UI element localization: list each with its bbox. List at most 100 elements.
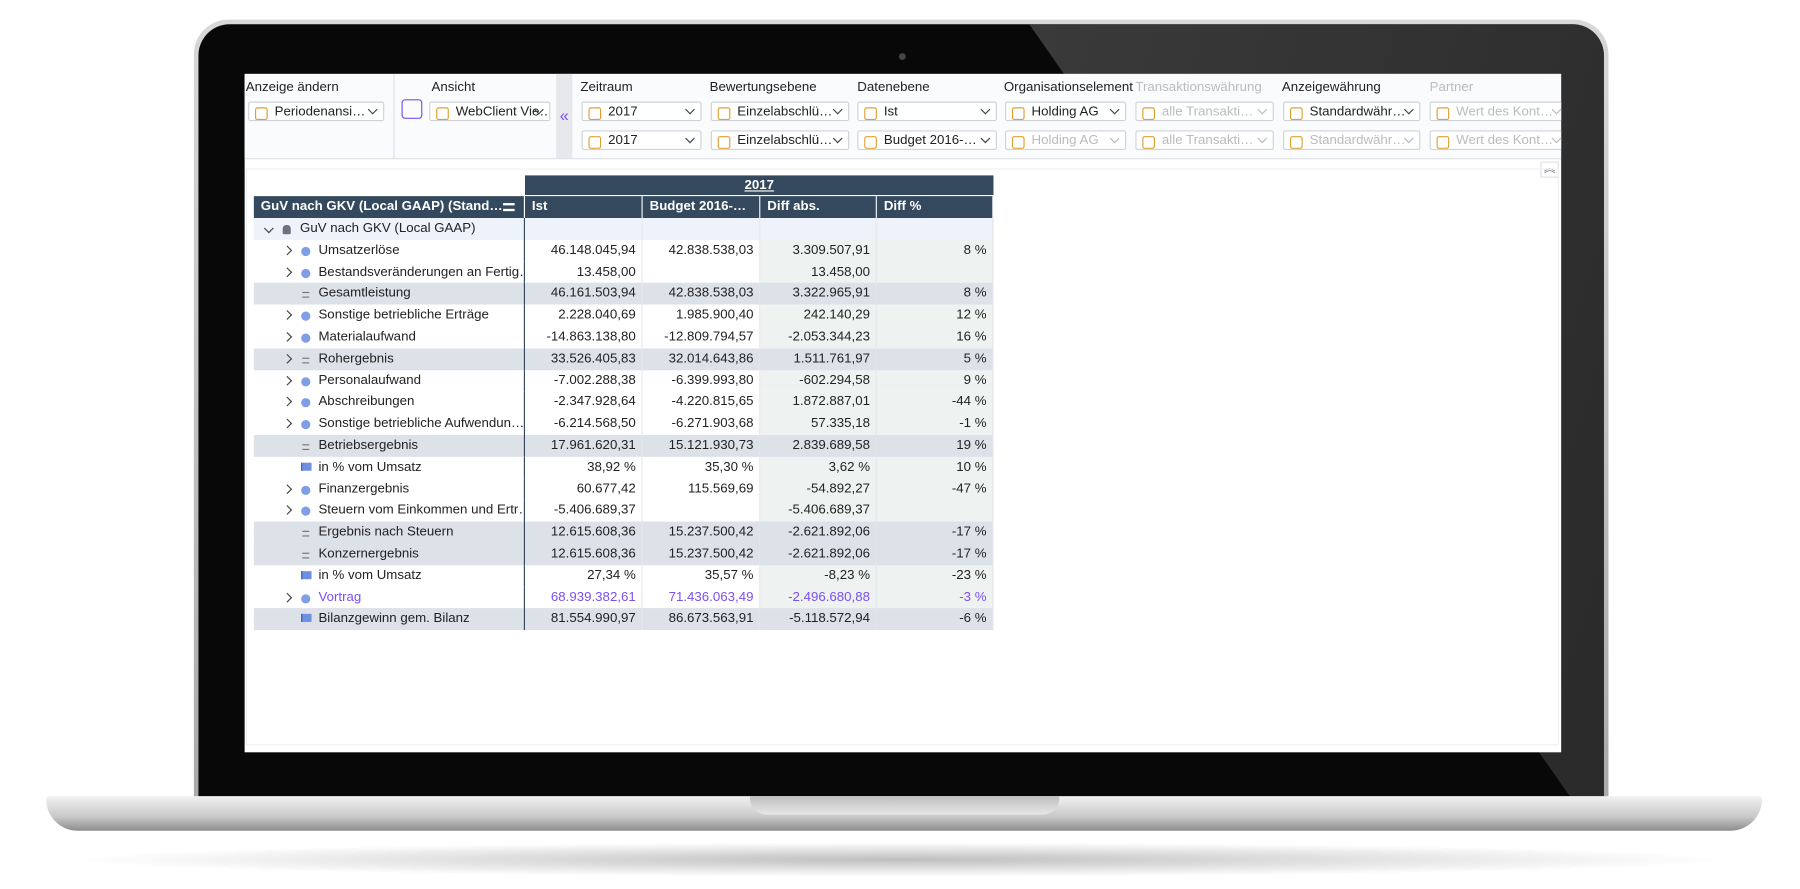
- field-label: Anzeigewährung: [1281, 80, 1381, 95]
- table-cell: -44 %: [876, 391, 994, 414]
- row-icon: [302, 292, 310, 299]
- row-icon: [301, 614, 312, 623]
- dropdown-text: alle Transakti…: [1161, 104, 1254, 119]
- dropdown[interactable]: Ist: [857, 101, 997, 122]
- table-cell: -2.053.344,23: [760, 326, 877, 349]
- dropdown-arrow: [832, 133, 843, 144]
- row-icon: [301, 376, 311, 387]
- dropdown[interactable]: Holding AG: [1004, 130, 1127, 150]
- dropdown[interactable]: WebClient Vie…: [429, 101, 551, 122]
- dropdown-arrow: [1109, 133, 1120, 144]
- row-icon: [301, 333, 311, 343]
- dropdown[interactable]: alle Transakti…: [1135, 130, 1274, 150]
- row-label: Gesamtleistung: [253, 283, 525, 305]
- row-icon: [302, 552, 310, 559]
- dropdown-text: Holding AG: [1031, 104, 1099, 119]
- table-cell: -7.002.288,38: [524, 369, 643, 392]
- table-cell: 60.677,42: [524, 478, 643, 501]
- row-label: Materialaufwand: [253, 326, 525, 349]
- dropdown-icon: [588, 136, 602, 149]
- dropdown[interactable]: Standardwähr…: [1283, 130, 1421, 150]
- table-cell: 35,30 %: [642, 456, 761, 479]
- table-cell: 8 %: [876, 239, 994, 262]
- dropdown-icon: [717, 107, 731, 120]
- row-label: in % vom Umsatz: [253, 565, 525, 587]
- table-cell: -6.271.903,68: [642, 413, 761, 435]
- dropdown-icon: [1142, 107, 1155, 120]
- table-row: Sonstige betriebliche Aufwendun… -6.214.5…: [253, 413, 994, 435]
- dropdown[interactable]: Periodenansi…: [248, 101, 385, 122]
- table-row: Umsatzerlöse 46.148.045,94 42.838.538,03 3.…: [253, 239, 994, 262]
- table-cell: -5.406.689,37: [760, 500, 877, 522]
- dropdown[interactable]: 2017: [581, 101, 702, 122]
- table-cell: -3 %: [876, 586, 994, 609]
- dropdown[interactable]: Standardwähr…: [1283, 101, 1421, 122]
- table-cell: 12.615.608,36: [524, 521, 643, 544]
- table-row: Steuern vom Einkommen und Ertr… -5.406.68…: [253, 500, 994, 522]
- row-label: Sonstige betriebliche Erträge: [253, 304, 525, 327]
- dropdown-text: 2017: [608, 104, 638, 119]
- table-cell: 8 %: [876, 283, 994, 305]
- table-cell: 5 %: [876, 348, 994, 370]
- column-header: Budget 2016-…: [642, 196, 761, 218]
- dropdown-icon: [717, 136, 731, 149]
- table-cell: 32.014.643,86: [642, 348, 761, 370]
- dropdown-text: Wert des Kont…: [1456, 104, 1554, 119]
- table-cell: 46.161.503,94: [524, 283, 643, 305]
- dropdown-text: Budget 2016-…: [883, 133, 977, 148]
- table-cell: 15.121.930,73: [642, 434, 761, 457]
- table-cell: 86.673.563,91: [642, 608, 761, 631]
- column-header: GuV nach GKV (Local GAAP) (Stand…: [253, 196, 525, 218]
- row-icon: [301, 311, 311, 321]
- dropdown[interactable]: 2017: [581, 130, 702, 150]
- dropdown-arrow: [367, 104, 378, 115]
- table-cell: 35,57 %: [642, 565, 761, 587]
- row-icon: [301, 570, 312, 579]
- table-cell: 33.526.405,83: [524, 348, 643, 370]
- view-icon[interactable]: [401, 99, 423, 119]
- table-row: in % vom Umsatz 27,34 % 35,57 % -8,23 % -23 …: [253, 565, 994, 587]
- table-cell: 38,92 %: [524, 456, 643, 479]
- table-cell: -17 %: [876, 543, 994, 566]
- dropdown[interactable]: Einzelabschlü…: [710, 101, 850, 122]
- table-cell: 3.322.965,91: [760, 283, 877, 305]
- dropdown[interactable]: Wert des Kont…: [1429, 101, 1562, 122]
- dropdown[interactable]: Wert des Kont…: [1429, 130, 1562, 150]
- screen: « ︽ Anzeige ändern Periodenansi… Ansicht We…: [244, 73, 1562, 753]
- dropdown-text: alle Transakti…: [1161, 133, 1254, 148]
- table-cell: 1.985.900,40: [642, 304, 761, 327]
- dropdown[interactable]: alle Transakti…: [1135, 101, 1274, 122]
- dropdown-text: Wert des Kont…: [1456, 133, 1554, 148]
- dropdown-text: Standardwähr…: [1309, 133, 1406, 148]
- dropdown-icon: [1011, 136, 1025, 149]
- table-cell: 9 %: [876, 369, 994, 392]
- table-cell: -2.496.680,88: [760, 586, 877, 609]
- table-row: in % vom Umsatz 38,92 % 35,30 % 3,62 % 10 %: [253, 456, 994, 479]
- table-row: Ergebnis nach Steuern 12.615.608,36 15.237…: [253, 521, 994, 544]
- dropdown-arrow: [832, 104, 843, 115]
- table-cell: -2.621.892,06: [760, 521, 877, 544]
- dropdown-text: Einzelabschlü…: [737, 104, 833, 119]
- table-cell: -6 %: [876, 608, 994, 631]
- table-cell: -6.214.568,50: [524, 413, 643, 435]
- dropdown-text: Holding AG: [1031, 133, 1099, 148]
- field-label: Organisationselement: [1003, 80, 1133, 95]
- table-cell: 15.237.500,42: [642, 521, 761, 544]
- dropdown-icon: [254, 107, 268, 120]
- table-cell: -602.294,58: [760, 369, 877, 392]
- table-cell: [876, 218, 994, 240]
- dropdown-icon: [1436, 136, 1450, 149]
- dropdown[interactable]: Holding AG: [1004, 101, 1127, 122]
- table-cell: 1.511.761,97: [760, 348, 877, 370]
- dropdown[interactable]: Einzelabschlü…: [710, 130, 850, 150]
- dropdown[interactable]: Budget 2016-…: [857, 130, 997, 150]
- field-label: Transaktionswährung: [1135, 80, 1262, 95]
- collapse-toggle[interactable]: «: [556, 73, 573, 159]
- table-cell: -6.399.993,80: [642, 369, 761, 392]
- table-cell: 71.436.063,49: [642, 586, 761, 609]
- table-cell: 42.838.538,03: [642, 239, 761, 262]
- table-cell: [876, 261, 994, 284]
- row-icon: [301, 506, 311, 517]
- row-label: Bilanzgewinn gem. Bilanz: [253, 608, 525, 631]
- row-label: Rohergebnis: [253, 348, 525, 370]
